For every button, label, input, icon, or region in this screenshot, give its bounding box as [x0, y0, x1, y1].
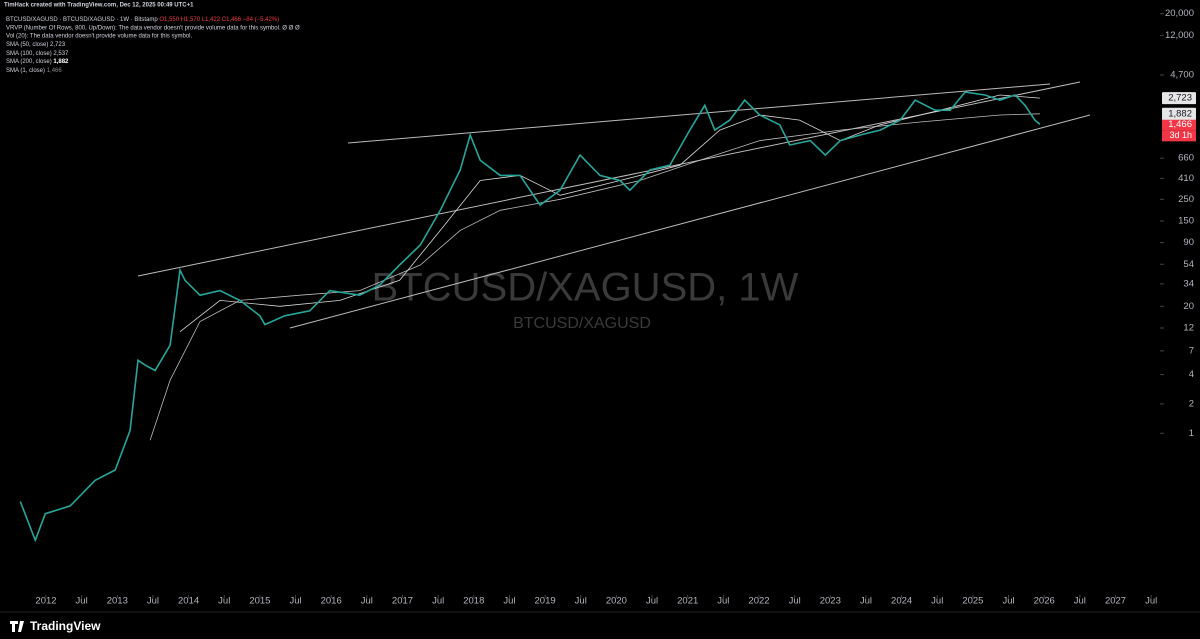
x-tick-label: Jul: [76, 596, 88, 607]
y-tick-label: 20,000: [1165, 8, 1194, 19]
trendline: [289, 114, 1091, 329]
study-value: 2,537: [53, 51, 69, 57]
watermark-sub: BTCUSD/XAGUSD: [513, 315, 651, 332]
study-value: 1,466: [47, 68, 63, 74]
study-value: 2,723: [50, 42, 66, 48]
study-name: SMA (50, close): [6, 42, 48, 48]
y-tick-label: 20: [1183, 301, 1194, 312]
y-tick-label: 7: [1189, 345, 1194, 356]
ohlc: O1,550 H1,570 L1,422 C1,466 −84 (−5.42%): [159, 17, 279, 23]
y-tick-label: 54: [1183, 259, 1194, 270]
y-tick-label: 150: [1178, 215, 1194, 226]
price-line: [19, 91, 1041, 543]
x-tick-label: 2025: [962, 596, 983, 607]
y-tick-label: 34: [1183, 278, 1194, 289]
x-tick-label: 2014: [178, 596, 199, 607]
study-line: SMA (1, close) 1,466: [6, 68, 62, 74]
brand: TradingView: [30, 619, 101, 633]
y-tick-label: 12,000: [1165, 30, 1194, 41]
countdown: 3d 1h: [1169, 130, 1192, 140]
x-tick-label: 2023: [820, 596, 841, 607]
x-tick-label: Jul: [432, 596, 444, 607]
x-tick-label: 2022: [748, 596, 769, 607]
x-tick-label: Jul: [503, 596, 515, 607]
price-box: [1162, 92, 1196, 105]
y-tick-label: 410: [1178, 173, 1194, 184]
x-tick-label: 2019: [535, 596, 556, 607]
watermark: BTCUSD/XAGUSD, 1W: [372, 266, 799, 310]
study-value: 1,882: [53, 59, 69, 65]
y-tick-label: 2: [1189, 398, 1194, 409]
study-line: Vol (20): The data vendor doesn't provid…: [6, 34, 192, 40]
study-line: SMA (50, close) 2,723: [6, 42, 66, 48]
y-tick-label: 1: [1189, 428, 1194, 439]
x-tick-label: 2012: [35, 596, 56, 607]
x-tick-label: Jul: [860, 596, 872, 607]
footer: [0, 612, 1200, 639]
x-tick-label: Jul: [646, 596, 658, 607]
y-tick-label: 4: [1189, 369, 1194, 380]
price-box-label: 1,466: [1168, 119, 1192, 130]
logo: [10, 621, 24, 632]
x-tick-label: Jul: [1002, 596, 1014, 607]
x-tick-label: Jul: [147, 596, 159, 607]
study-line: SMA (200, close) 1,882: [6, 59, 69, 65]
x-tick-label: Jul: [717, 596, 729, 607]
x-tick-label: Jul: [218, 596, 230, 607]
x-tick-label: 2021: [677, 596, 698, 607]
price-box-label: 1,882: [1168, 108, 1192, 119]
x-tick-label: 2027: [1105, 596, 1126, 607]
study-name: SMA (1, close): [6, 68, 45, 74]
y-tick-label: 250: [1178, 194, 1194, 205]
price-box: [1162, 107, 1196, 120]
sma-line: [149, 113, 1040, 441]
x-tick-label: 2017: [392, 596, 413, 607]
price-box-label: 2,723: [1168, 93, 1192, 104]
x-tick-label: 2013: [107, 596, 128, 607]
y-tick-label: 4,700: [1170, 70, 1194, 81]
x-tick-label: Jul: [789, 596, 801, 607]
x-tick-label: Jul: [1145, 596, 1157, 607]
study-name: SMA (200, close): [6, 59, 52, 65]
y-tick-label: 12: [1183, 323, 1194, 334]
x-tick-label: 2016: [321, 596, 342, 607]
x-tick-label: Jul: [289, 596, 301, 607]
study-name: SMA (100, close): [6, 51, 52, 57]
x-tick-label: Jul: [361, 596, 373, 607]
study-line: VRVP (Number Of Rows, 800, Up/Down): The…: [6, 26, 300, 32]
countdown-box: [1162, 130, 1196, 142]
x-tick-label: 2026: [1034, 596, 1055, 607]
symbol: BTCUSD/XAGUSD · BTCUSD/XAGUSD · 1W · Bit…: [6, 17, 279, 23]
y-tick-label: 660: [1178, 153, 1194, 164]
study-line: SMA (100, close) 2,537: [6, 51, 69, 57]
symbol-name: BTCUSD/XAGUSD · BTCUSD/XAGUSD · 1W · Bit…: [6, 17, 158, 23]
x-tick-label: Jul: [575, 596, 587, 607]
y-tick-label: 90: [1183, 237, 1194, 248]
x-tick-label: Jul: [1074, 596, 1086, 607]
x-tick-label: 2020: [606, 596, 627, 607]
x-tick-label: Jul: [931, 596, 943, 607]
author: TimHack created with TradingView.com, De…: [4, 3, 194, 9]
price-box: [1162, 118, 1196, 131]
x-tick-label: 2018: [463, 596, 484, 607]
x-tick-label: 2024: [891, 596, 912, 607]
x-tick-label: 2015: [249, 596, 270, 607]
